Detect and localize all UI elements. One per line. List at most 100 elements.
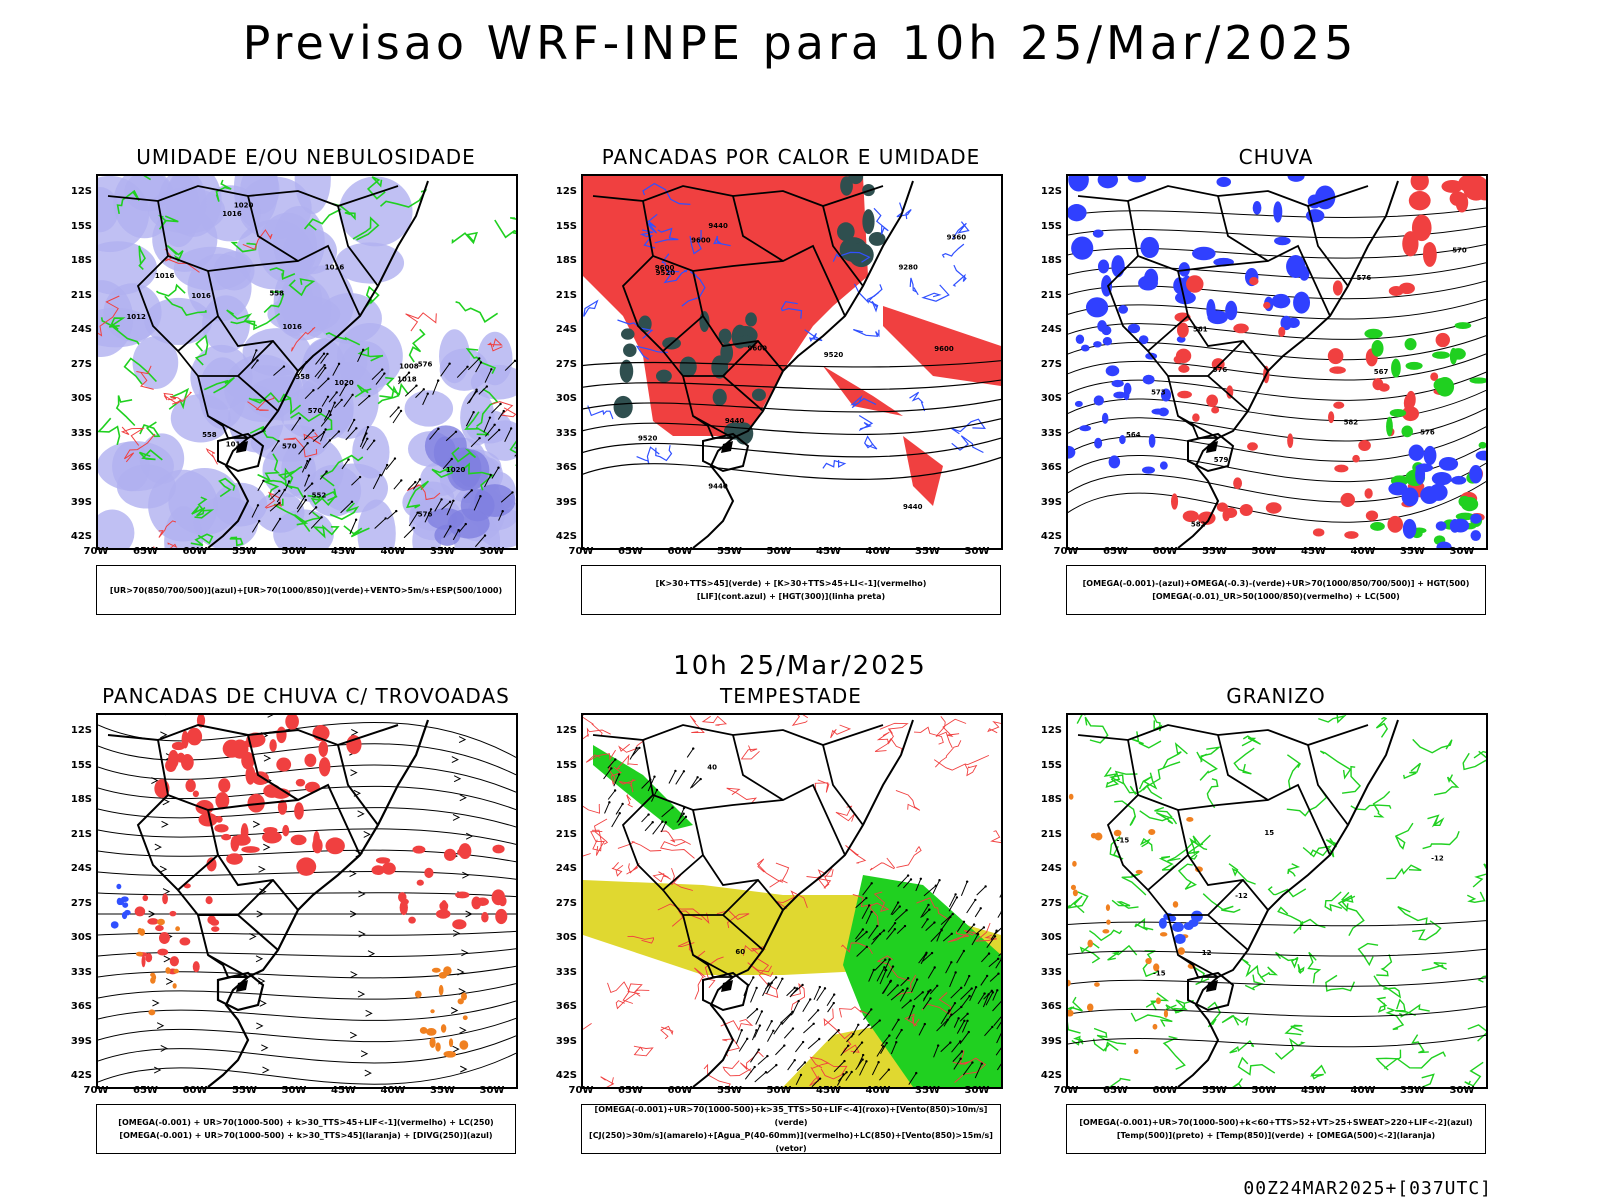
isolines (1068, 207, 1486, 523)
coastline-and-borders (1077, 180, 1399, 548)
forecast-map: 9600 9600 9600 9440 9520 9520 9520 9440 9440 9360… (581, 174, 1003, 550)
longitude-tick-label: 45W (1301, 546, 1326, 557)
contour-label: 9520 (638, 434, 658, 442)
longitude-tick-label: 55W (717, 1085, 742, 1096)
contour-label: 570 (1452, 246, 1467, 254)
longitude-tick-label: 70W (1053, 546, 1079, 557)
legend-line: [OMEGA(-0.001) + UR>70(1000-500) + k>30_… (119, 1131, 493, 1140)
longitude-tick-label: 45W (331, 546, 356, 557)
field-shading (1068, 793, 1203, 1055)
latitude-tick-label: 18S (70, 794, 92, 805)
wind-vectors (735, 966, 893, 1087)
field-shading (1068, 320, 1186, 474)
longitude-tick-label: 45W (816, 546, 841, 557)
contour-label: 60 (735, 948, 745, 956)
contour-label: 9520 (824, 351, 844, 359)
latitude-tick-label: 33S (70, 966, 92, 978)
longitude-tick-label: 55W (1202, 546, 1227, 557)
latitude-tick-label: 21S (1040, 828, 1062, 840)
latitude-tick-label: 36S (555, 462, 577, 473)
longitude-tick-label: 60W (1152, 1085, 1178, 1096)
contour-lines (583, 182, 986, 469)
longitude-tick-label: 60W (667, 546, 693, 557)
contour-label: 9440 (708, 222, 728, 230)
latitude-tick-label: 30S (1040, 393, 1062, 404)
latitude-tick-label: 36S (555, 1001, 577, 1012)
latitude-tick-label: 30S (70, 932, 92, 943)
contour-label: 570 (282, 442, 297, 450)
panel-title: TEMPESTADE (720, 684, 862, 708)
contour-label: -12 (1431, 854, 1444, 862)
legend-line: [OMEGA(-0.001)+UR>70(1000-500)+k>35_TTS>… (594, 1105, 988, 1127)
latitude-tick-label: 36S (70, 462, 92, 473)
contour-label: 561 (1193, 326, 1208, 334)
contour-label: 1016 (226, 441, 246, 449)
contour-label: -15 (1153, 970, 1166, 978)
latitude-tick-label: 24S (70, 324, 92, 335)
panel-title: CHUVA (1238, 145, 1314, 169)
contour-label: 1016 (282, 323, 302, 331)
forecast-time-label: 10h 25/Mar/2025 (673, 651, 927, 681)
latitude-tick-label: 33S (1040, 427, 1062, 439)
field-shading (110, 883, 131, 929)
longitude-tick-label: 30W (479, 1085, 505, 1096)
longitude-tick-label: 35W (1400, 546, 1425, 557)
contour-label: 12 (1202, 949, 1212, 957)
latitude-tick-label: 18S (1040, 255, 1062, 266)
contour-label: 552 (312, 491, 327, 499)
contour-label: 1016 (155, 272, 175, 280)
contour-label: 567 (1374, 368, 1389, 376)
contour-lines (583, 715, 1001, 1087)
longitude-tick-label: 30W (1449, 1085, 1475, 1096)
longitude-tick-label: 35W (1400, 1085, 1425, 1096)
map-svg: 1016 1016 1016 1016 1016 1016 1012 1020 1020 1018… (98, 176, 516, 548)
forecast-map: -12 -15 -15 -12 12 15 (1066, 713, 1488, 1089)
latitude-tick-label: 30S (555, 393, 577, 404)
longitude-tick-label: 55W (232, 1085, 257, 1096)
latitude-tick-label: 21S (70, 289, 92, 301)
wind-vectors (855, 874, 1001, 1085)
latitude-tick-label: 24S (70, 863, 92, 874)
longitude-tick-label: 30W (964, 546, 990, 557)
latitude-tick-label: 21S (555, 828, 577, 840)
map-svg (98, 715, 516, 1087)
contour-label: 582 (1344, 418, 1359, 426)
forecast-map: 582 582 576 579 576 576 573 570 567 564 561 (1066, 174, 1488, 550)
latitude-tick-label: 21S (555, 289, 577, 301)
latitude-tick-label: 15S (1040, 759, 1062, 771)
latitude-tick-label: 30S (70, 393, 92, 404)
contour-label: 576 (1213, 366, 1228, 374)
longitude-tick-label: 50W (281, 546, 307, 557)
field-shading (1068, 176, 1336, 331)
latitude-tick-label: 15S (70, 759, 92, 771)
isolines (583, 360, 1001, 480)
legend-line: [K>30+TTS>45](verde) + [K>30+TTS>45+LI<-… (655, 579, 927, 588)
latitude-tick-label: 39S (70, 1035, 92, 1047)
latitude-tick-label: 15S (1040, 220, 1062, 232)
longitude-tick-label: 60W (182, 546, 208, 557)
contour-label: 1018 (397, 376, 417, 384)
latitude-tick-label: 30S (1040, 932, 1062, 943)
latitude-tick-label: 42S (70, 531, 92, 542)
contour-label: 1020 (446, 466, 466, 474)
latitude-tick-label: 39S (555, 496, 577, 508)
latitude-tick-label: 33S (555, 427, 577, 439)
contour-label: 9280 (898, 263, 918, 271)
contour-label: 558 (295, 373, 310, 381)
latitude-tick-label: 24S (1040, 324, 1062, 335)
model-run-label: 00Z24MAR2025+[037UTC] (1243, 1178, 1492, 1199)
field-shading (154, 715, 362, 876)
field-shading (1158, 910, 1203, 945)
longitude-tick-label: 40W (380, 546, 406, 557)
longitude-tick-label: 70W (568, 546, 594, 557)
longitude-tick-label: 30W (479, 546, 505, 557)
map-svg: -12 -15 -15 -12 12 15 (1068, 715, 1486, 1087)
longitude-tick-label: 70W (568, 1085, 594, 1096)
map-svg: 9600 9600 9600 9440 9520 9520 9520 9440 9440 9360… (583, 176, 1001, 548)
longitude-tick-label: 35W (915, 546, 940, 557)
latitude-tick-label: 15S (555, 759, 577, 771)
longitude-tick-label: 50W (1251, 1085, 1277, 1096)
longitude-tick-label: 55W (1202, 1085, 1227, 1096)
field-shading (837, 176, 886, 268)
contour-label: 1016 (222, 210, 242, 218)
